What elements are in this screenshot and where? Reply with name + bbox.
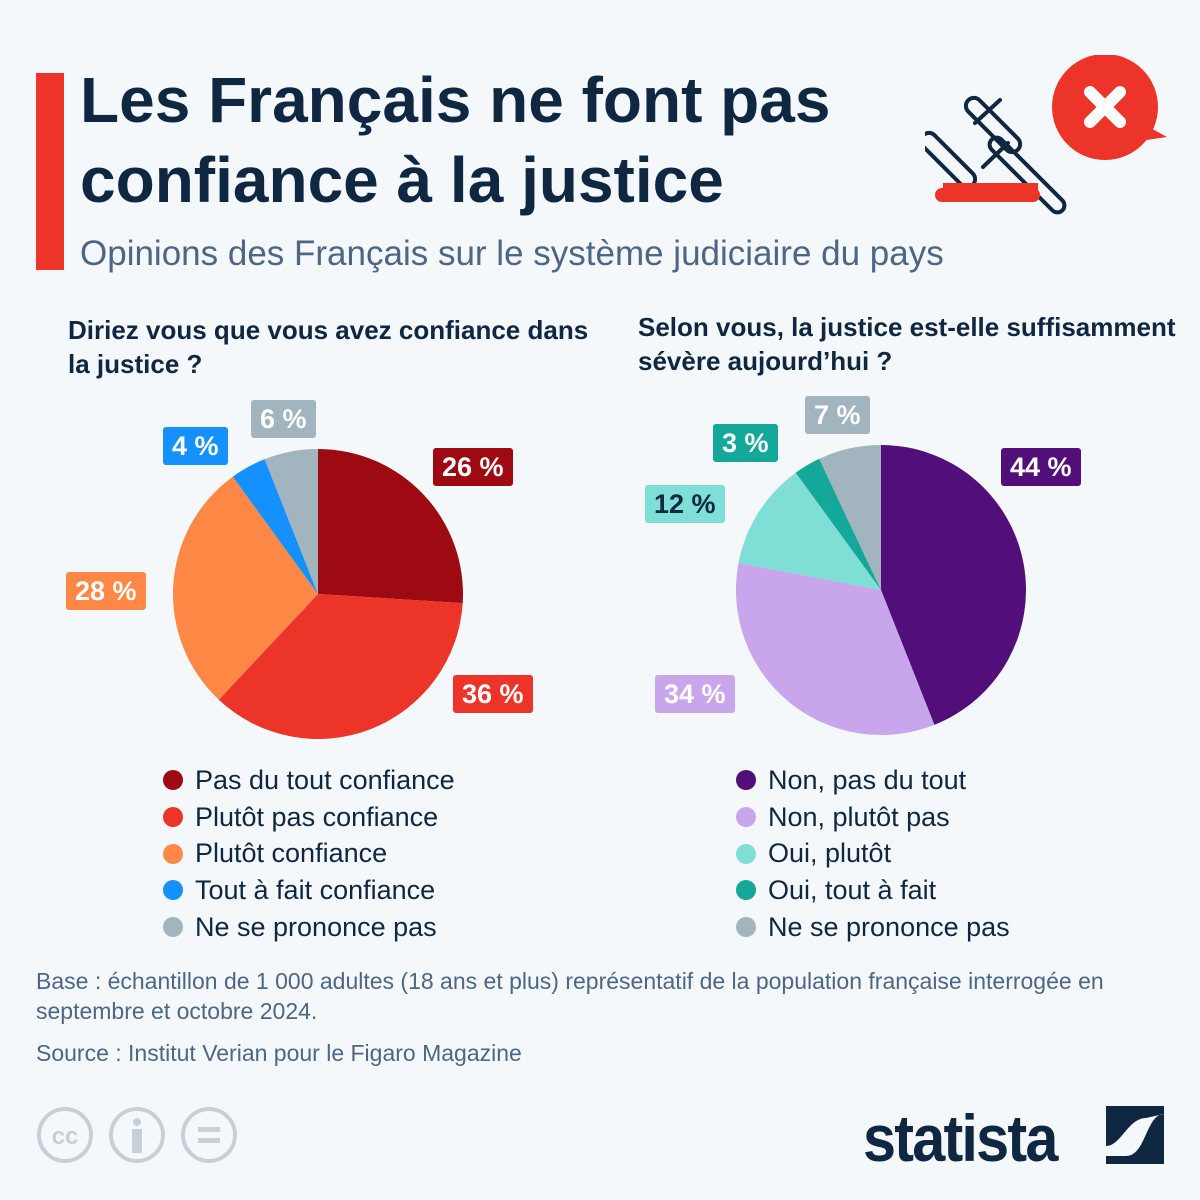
legend-item: Non, pas du tout <box>736 762 1010 799</box>
legend-label: Oui, plutôt <box>768 838 892 869</box>
attribution-icon <box>109 1107 165 1163</box>
legend-item: Ne se prononce pas <box>736 909 1010 946</box>
legend-item: Plutôt confiance <box>163 835 455 872</box>
pie-slice <box>881 445 1026 725</box>
legend-label: Plutôt pas confiance <box>195 801 439 832</box>
pie-slice <box>736 562 935 735</box>
data-label: 26 % <box>433 448 513 486</box>
chart-1-title: Diriez vous que vous avez confiance dans… <box>68 315 589 379</box>
legend-label: Ne se prononce pas <box>768 911 1010 942</box>
page-title: Les Français ne font pas confiance à la … <box>80 64 831 216</box>
pie-slice <box>795 458 881 590</box>
legend-1: Pas du tout confiance Plutôt pas confianc… <box>163 762 455 946</box>
legend-label: Non, plutôt pas <box>768 801 950 832</box>
source: Source : Institut Verian pour le Figaro … <box>36 1040 522 1066</box>
footnote: Base : échantillon de 1 000 adultes (18 … <box>36 968 1104 1024</box>
legend-swatch <box>736 917 756 938</box>
legend-swatch <box>163 770 183 791</box>
legend-label: Oui, tout à fait <box>768 875 937 906</box>
legend-swatch <box>736 770 756 791</box>
no-derivatives-icon <box>181 1107 237 1163</box>
legend-label: Plutôt confiance <box>195 838 388 869</box>
legend-swatch <box>163 843 183 864</box>
gavel-with-x-icon <box>925 55 1167 215</box>
pie-slice <box>218 594 463 739</box>
legend-item: Ne se prononce pas <box>163 909 455 946</box>
statista-logo-mark-icon <box>1106 1106 1164 1164</box>
data-label: 34 % <box>655 675 735 713</box>
pie-slice <box>738 472 881 590</box>
pie-slice <box>318 449 463 604</box>
data-label: 36 % <box>453 675 533 713</box>
pie-slice <box>173 476 318 700</box>
svg-text:cc: cc <box>52 1123 79 1150</box>
pie-slice <box>232 459 318 594</box>
legend-item: Oui, tout à fait <box>736 872 1010 909</box>
legend-item: Pas du tout confiance <box>163 762 455 799</box>
legend-swatch <box>736 880 756 901</box>
data-label: 12 % <box>645 485 725 523</box>
data-label: 44 % <box>1001 448 1081 486</box>
data-label: 28 % <box>66 572 146 610</box>
chart-2-title: Selon vous, la justice est-elle suffisam… <box>638 312 1176 376</box>
data-label: 3 % <box>713 424 778 462</box>
page-subtitle: Opinions des Français sur le système jud… <box>80 234 944 273</box>
legend-item: Oui, plutôt <box>736 835 1010 872</box>
legend-2: Non, pas du tout Non, plutôt pas Oui, plut… <box>736 762 1010 946</box>
license-icons[interactable]: cc <box>36 1106 246 1166</box>
pie-slice <box>264 449 318 594</box>
statista-logo[interactable]: statista <box>863 1101 1058 1175</box>
pie-slice <box>819 445 881 590</box>
legend-swatch <box>736 843 756 864</box>
legend-item: Non, plutôt pas <box>736 799 1010 836</box>
legend-swatch <box>736 807 756 828</box>
legend-label: Ne se prononce pas <box>195 911 437 942</box>
data-label: 7 % <box>805 396 870 434</box>
accent-bar <box>36 73 64 270</box>
data-label: 4 % <box>163 427 228 465</box>
legend-label: Pas du tout confiance <box>195 765 455 795</box>
legend-label: Tout à fait confiance <box>195 875 436 906</box>
legend-swatch <box>163 880 183 901</box>
data-label: 6 % <box>251 400 316 438</box>
legend-item: Plutôt pas confiance <box>163 799 455 836</box>
legend-item: Tout à fait confiance <box>163 872 455 909</box>
creative-commons-icon <box>37 1107 93 1163</box>
legend-label: Non, pas du tout <box>768 765 967 795</box>
legend-swatch <box>163 807 183 828</box>
legend-swatch <box>163 917 183 938</box>
